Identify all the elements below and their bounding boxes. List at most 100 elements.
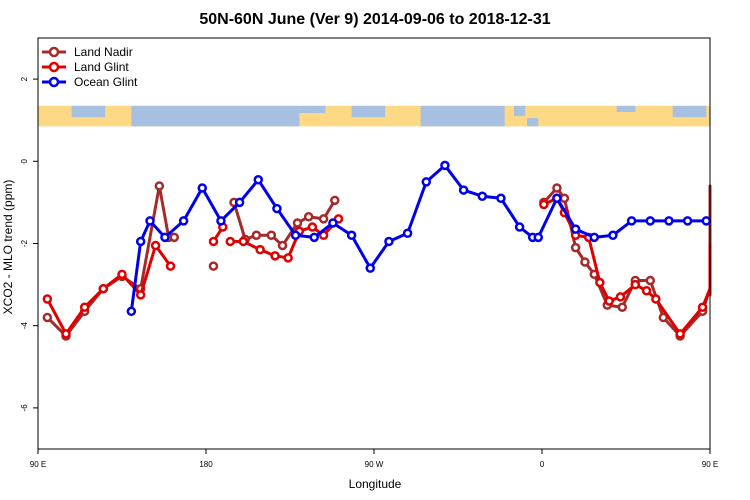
data-point-land-nadir xyxy=(266,230,277,241)
data-point-land-glint xyxy=(307,222,318,232)
data-point-land-glint xyxy=(651,294,661,304)
data-point-ocean-glint xyxy=(421,177,432,187)
legend-item-land-glint: Land Glint xyxy=(42,60,129,74)
data-point-land-glint xyxy=(165,261,176,271)
data-point-land-nadir xyxy=(552,183,562,193)
data-point-ocean-glint xyxy=(135,236,146,247)
map-ocean-region xyxy=(299,105,326,114)
map-strip xyxy=(38,105,710,127)
legend-marker xyxy=(48,76,60,88)
map-ocean-region xyxy=(206,105,300,127)
map-ocean-region xyxy=(672,105,707,118)
data-point-ocean-glint xyxy=(309,232,320,243)
y-tick-label: 0 xyxy=(20,159,29,164)
data-point-land-glint xyxy=(283,253,293,263)
data-point-land-glint xyxy=(150,240,161,251)
data-point-ocean-glint xyxy=(197,183,208,193)
data-point-ocean-glint xyxy=(216,216,226,226)
x-tick-label: 90 E xyxy=(30,460,46,469)
data-point-ocean-glint xyxy=(126,306,137,317)
x-axis-label: Longitude xyxy=(349,477,402,491)
map-ocean-region xyxy=(420,105,505,127)
data-point-ocean-glint xyxy=(346,230,357,241)
data-point-land-nadir xyxy=(208,261,219,271)
data-point-land-glint xyxy=(98,283,109,294)
data-point-land-glint xyxy=(615,292,626,302)
y-tick-label: 2 xyxy=(20,76,29,81)
data-point-land-nadir xyxy=(318,214,329,224)
data-point-land-glint xyxy=(208,236,219,247)
data-point-ocean-glint xyxy=(272,203,282,214)
x-tick-label: 90 W xyxy=(365,460,384,469)
data-point-ocean-glint xyxy=(626,216,637,226)
data-point-ocean-glint xyxy=(570,224,581,234)
map-ocean-region xyxy=(131,105,206,127)
data-point-ocean-glint xyxy=(682,216,693,226)
data-point-land-glint xyxy=(42,294,53,304)
map-ocean-region xyxy=(351,105,386,118)
x-axis-ticks: 90 E 180 90 W 0 90 E xyxy=(30,449,718,469)
legend-item-land-nadir: Land Nadir xyxy=(42,45,133,59)
data-point-ocean-glint xyxy=(328,218,338,228)
data-point-land-nadir xyxy=(303,212,314,222)
data-point-land-nadir xyxy=(292,218,303,228)
y-tick-label: -4 xyxy=(20,322,29,330)
data-point-ocean-glint xyxy=(160,232,170,243)
legend-label: Land Nadir xyxy=(74,45,133,59)
data-point-ocean-glint xyxy=(589,232,600,243)
legend-marker xyxy=(48,61,60,73)
legend-label: Land Glint xyxy=(74,60,129,74)
data-point-ocean-glint xyxy=(365,263,376,273)
data-point-ocean-glint xyxy=(440,160,450,171)
chart-title: 50N-60N June (Ver 9) 2014-09-06 to 2018-… xyxy=(199,11,550,28)
data-point-land-nadir xyxy=(277,240,288,251)
data-point-ocean-glint xyxy=(178,216,189,226)
data-point-ocean-glint xyxy=(477,191,488,201)
series-ocean-glint xyxy=(126,160,712,317)
map-ocean-region xyxy=(71,105,106,118)
data-point-land-nadir xyxy=(169,232,180,243)
data-point-ocean-glint xyxy=(234,197,245,208)
data-point-ocean-glint xyxy=(664,216,674,226)
data-point-ocean-glint xyxy=(384,236,394,247)
x-tick-label: 90 E xyxy=(702,460,718,469)
data-point-ocean-glint xyxy=(645,216,656,226)
data-point-land-glint xyxy=(117,269,127,280)
y-tick-label: -6 xyxy=(20,404,29,412)
data-point-land-glint xyxy=(595,277,605,288)
data-point-ocean-glint xyxy=(533,232,544,243)
series-line-land-nadir xyxy=(542,184,712,338)
data-point-ocean-glint xyxy=(701,216,712,226)
x-tick-label: 180 xyxy=(199,460,213,469)
data-point-land-glint xyxy=(79,302,90,312)
data-point-land-nadir xyxy=(330,195,340,206)
x-tick-label: 0 xyxy=(540,460,545,469)
data-point-ocean-glint xyxy=(402,228,413,238)
series-line-ocean-glint xyxy=(129,163,707,312)
data-point-ocean-glint xyxy=(290,230,301,241)
data-point-ocean-glint xyxy=(514,222,525,232)
data-point-land-nadir xyxy=(570,242,581,253)
data-point-land-glint xyxy=(697,302,708,312)
data-point-land-nadir xyxy=(42,312,53,323)
y-tick-label: -2 xyxy=(20,239,29,247)
map-ocean-region xyxy=(527,118,539,127)
plot-series xyxy=(42,160,712,341)
data-point-land-nadir xyxy=(658,312,669,323)
data-point-land-glint xyxy=(641,286,652,296)
data-point-land-nadir xyxy=(580,257,590,267)
legend-label: Ocean Glint xyxy=(74,75,138,89)
series-line-land-nadir xyxy=(46,184,175,338)
data-point-land-glint xyxy=(604,296,614,306)
data-point-land-glint xyxy=(539,199,549,210)
legend-item-ocean-glint: Ocean Glint xyxy=(42,75,138,89)
data-point-land-nadir xyxy=(617,302,628,312)
data-point-land-glint xyxy=(630,279,641,290)
data-point-land-nadir xyxy=(251,230,262,241)
data-point-land-glint xyxy=(270,251,280,261)
data-point-land-nadir xyxy=(559,193,570,204)
y-axis-ticks: -6 -4 -2 0 2 xyxy=(20,76,38,411)
data-point-land-glint xyxy=(135,290,146,300)
